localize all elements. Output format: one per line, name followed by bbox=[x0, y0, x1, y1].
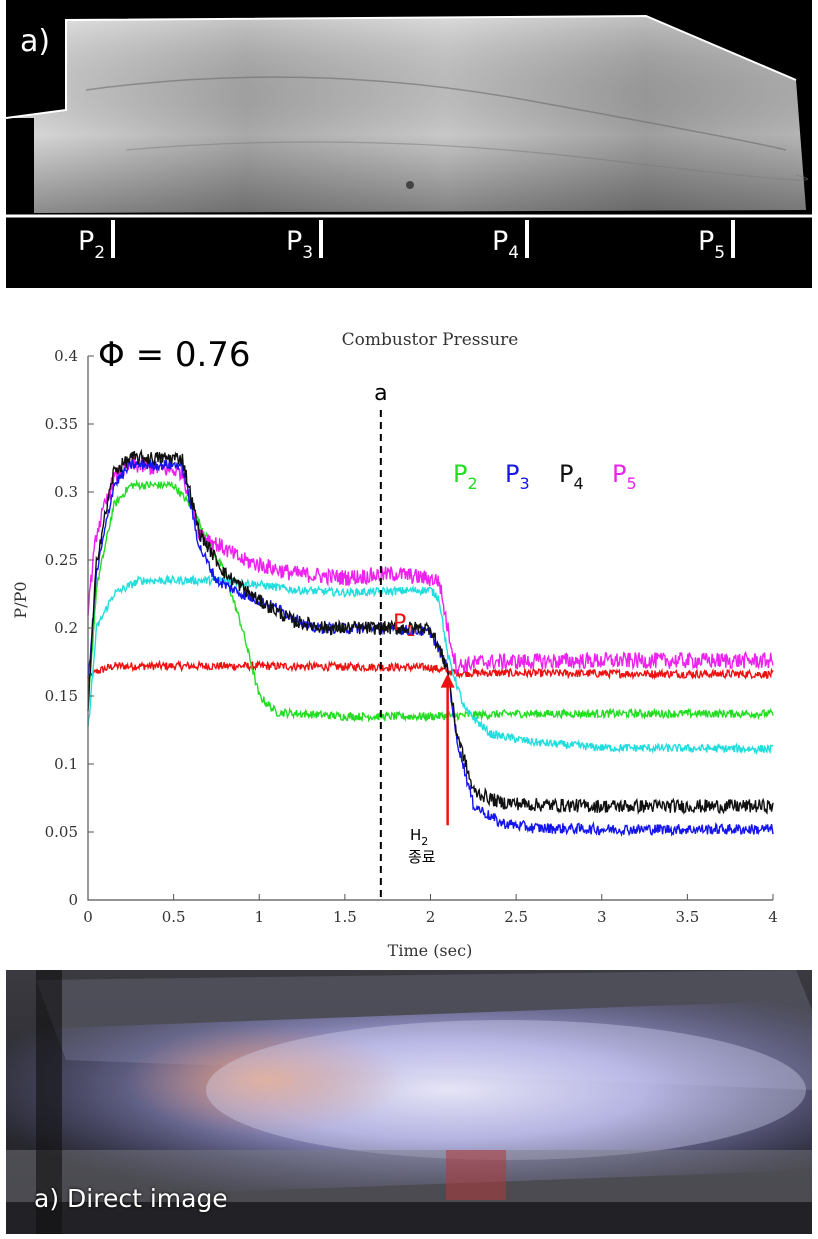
direct-image-caption: a) Direct image bbox=[34, 1184, 228, 1213]
h2-shutoff-label: 종료 bbox=[408, 848, 436, 866]
chart-title: Combustor Pressure bbox=[342, 330, 519, 350]
y-tick-label: 0.3 bbox=[54, 483, 78, 501]
y-tick-label: 0 bbox=[68, 891, 78, 909]
schlieren-image-panel: a) P2 P3 P4 P5 bbox=[6, 0, 812, 288]
port-tick bbox=[525, 220, 530, 258]
x-tick-label: 1.5 bbox=[333, 908, 357, 926]
pressure-chart: 0 0.5 1 1.5 2 2.5 3 3.5 4 0 0.05 0.1 0.15 0.2 0.25 0.3 0… bbox=[0, 300, 818, 972]
marker-a-label: a bbox=[374, 381, 387, 406]
series-line-p3 bbox=[87, 458, 774, 838]
x-tick-label: 0.5 bbox=[162, 908, 186, 926]
y-axis-title: P/P0 bbox=[11, 581, 30, 618]
port-tick bbox=[319, 220, 324, 258]
x-tick-label: 2.5 bbox=[504, 908, 528, 926]
y-tick-label: 0.25 bbox=[45, 551, 78, 569]
direct-image-panel: a) Direct image bbox=[6, 970, 812, 1234]
x-tick-label: 3.5 bbox=[675, 908, 699, 926]
direct-image bbox=[6, 970, 812, 1234]
x-tick-label: 3 bbox=[597, 908, 607, 926]
x-axis-title: Time (sec) bbox=[388, 941, 473, 960]
phi-label: Φ = 0.76 bbox=[98, 335, 251, 375]
y-tick-label: 0.15 bbox=[45, 687, 78, 705]
legend-entry-p3: P3 bbox=[505, 460, 530, 493]
p1-label: P1 bbox=[393, 611, 416, 640]
y-tick-label: 0.35 bbox=[45, 415, 78, 433]
x-tick-label: 1 bbox=[254, 908, 264, 926]
legend-entry-p5: P5 bbox=[612, 460, 637, 493]
port-label-p5: P5 bbox=[698, 220, 736, 263]
y-tick-label: 0.1 bbox=[54, 755, 78, 773]
x-tick-label: 4 bbox=[768, 908, 778, 926]
y-tick-label: 0.05 bbox=[45, 823, 78, 841]
port-label-p4: P4 bbox=[492, 220, 530, 263]
pressure-chart-svg: 0 0.5 1 1.5 2 2.5 3 3.5 4 0 0.05 0.1 0.15 0.2 0.25 0.3 0… bbox=[11, 330, 778, 960]
h2-label: H2 bbox=[410, 826, 428, 848]
y-tick-label: 0.2 bbox=[54, 619, 78, 637]
port-tick bbox=[111, 220, 116, 258]
legend-entry-p2: P2 bbox=[453, 460, 478, 493]
series-line-p1 bbox=[87, 659, 774, 682]
series-line-p4 bbox=[87, 448, 774, 815]
port-label-p2: P2 bbox=[78, 220, 116, 263]
series-line-p2 bbox=[87, 479, 774, 723]
y-tick-label: 0.4 bbox=[54, 347, 78, 365]
x-tick-label: 0 bbox=[83, 908, 93, 926]
schlieren-panel-label: a) bbox=[20, 24, 51, 59]
port-label-p3: P3 bbox=[286, 220, 324, 263]
schlieren-image bbox=[6, 14, 812, 218]
port-tick bbox=[731, 220, 736, 258]
x-tick-label: 2 bbox=[426, 908, 436, 926]
legend-entry-p4: P4 bbox=[559, 460, 584, 493]
h2-shutoff-arrowhead bbox=[440, 673, 455, 688]
series-line-cyan bbox=[87, 574, 774, 756]
axis-frame bbox=[87, 356, 773, 901]
